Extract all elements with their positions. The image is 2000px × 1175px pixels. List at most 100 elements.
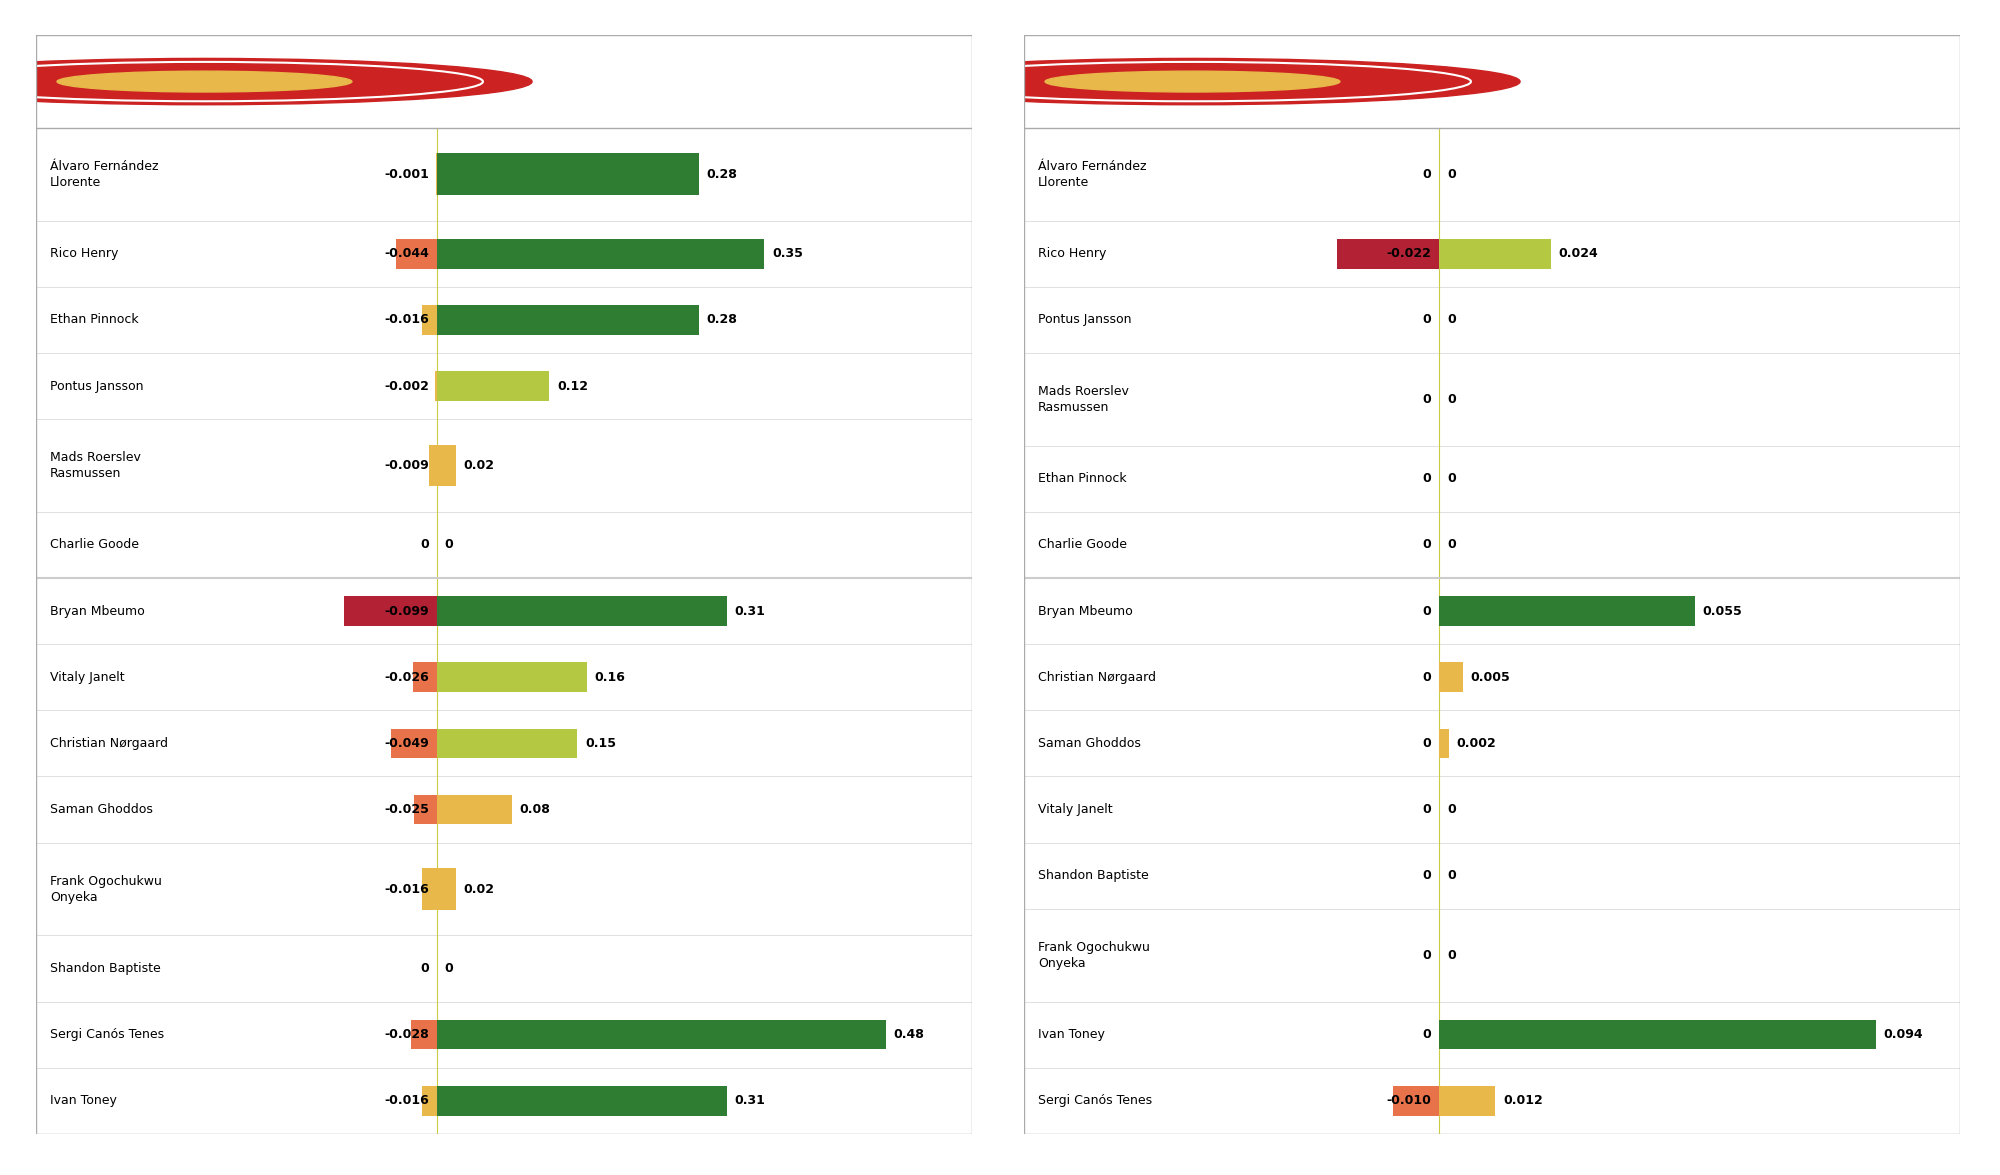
Text: 0.005: 0.005 — [1470, 671, 1510, 684]
Text: 0: 0 — [1448, 392, 1456, 405]
Text: 0: 0 — [1448, 168, 1456, 181]
Bar — [344, 596, 436, 626]
Bar — [436, 868, 456, 909]
Bar — [1338, 239, 1440, 269]
Text: 0: 0 — [444, 538, 454, 551]
Text: Álvaro Fernández
Llorente: Álvaro Fernández Llorente — [1038, 160, 1146, 189]
Bar — [422, 1086, 436, 1116]
Text: Rico Henry: Rico Henry — [50, 247, 118, 260]
Text: 0: 0 — [1422, 472, 1432, 485]
Bar — [436, 371, 550, 401]
Bar — [1440, 728, 1448, 758]
Text: 0: 0 — [1422, 671, 1432, 684]
Text: Sergi Canós Tenes: Sergi Canós Tenes — [50, 1028, 164, 1041]
Text: Bryan Mbeumo: Bryan Mbeumo — [50, 604, 144, 618]
Text: 0: 0 — [1448, 314, 1456, 327]
Bar — [436, 154, 698, 195]
Text: Mads Roerslev
Rasmussen: Mads Roerslev Rasmussen — [1038, 384, 1128, 414]
Text: 0.12: 0.12 — [558, 380, 588, 392]
Text: 0: 0 — [1422, 538, 1432, 551]
Text: 0: 0 — [444, 962, 454, 975]
Bar — [436, 728, 578, 758]
Text: 0: 0 — [1422, 948, 1432, 961]
Text: 0: 0 — [1422, 604, 1432, 618]
Text: 0: 0 — [1448, 948, 1456, 961]
Text: Charlie Goode: Charlie Goode — [50, 538, 140, 551]
Text: 0: 0 — [1448, 472, 1456, 485]
Text: Vitaly Janelt: Vitaly Janelt — [50, 671, 124, 684]
Text: -0.002: -0.002 — [384, 380, 430, 392]
Text: -0.016: -0.016 — [384, 1094, 430, 1107]
Bar — [396, 239, 436, 269]
Text: Saman Ghoddos: Saman Ghoddos — [1038, 737, 1140, 750]
Text: Ivan Toney: Ivan Toney — [50, 1094, 116, 1107]
Text: -0.044: -0.044 — [384, 247, 430, 260]
Text: Vitaly Janelt: Vitaly Janelt — [1038, 803, 1112, 817]
Text: xT from Dribbles: xT from Dribbles — [1042, 72, 1252, 92]
Text: Charlie Goode: Charlie Goode — [1038, 538, 1128, 551]
Text: 0.28: 0.28 — [706, 314, 738, 327]
Text: 0: 0 — [1448, 803, 1456, 817]
Bar — [1440, 663, 1462, 692]
Text: -0.022: -0.022 — [1386, 247, 1432, 260]
Circle shape — [1046, 72, 1340, 92]
Text: 0: 0 — [1448, 538, 1456, 551]
Text: 0: 0 — [1422, 803, 1432, 817]
Text: -0.001: -0.001 — [384, 168, 430, 181]
Text: -0.049: -0.049 — [384, 737, 430, 750]
Text: 0.48: 0.48 — [894, 1028, 924, 1041]
Text: Frank Ogochukwu
Onyeka: Frank Ogochukwu Onyeka — [1038, 941, 1150, 969]
Bar — [412, 663, 436, 692]
Text: 0.31: 0.31 — [734, 1094, 766, 1107]
Bar — [1440, 1020, 1876, 1049]
Text: 0: 0 — [420, 538, 430, 551]
Bar — [410, 1020, 436, 1049]
Text: 0: 0 — [1422, 314, 1432, 327]
Bar — [422, 868, 436, 909]
Text: 0.012: 0.012 — [1502, 1094, 1542, 1107]
Bar — [1440, 1086, 1496, 1116]
Circle shape — [864, 59, 1520, 105]
Text: Sergi Canós Tenes: Sergi Canós Tenes — [1038, 1094, 1152, 1107]
Text: 0.16: 0.16 — [594, 671, 626, 684]
Text: 0.094: 0.094 — [1884, 1028, 1924, 1041]
Text: Álvaro Fernández
Llorente: Álvaro Fernández Llorente — [50, 160, 158, 189]
Text: Bryan Mbeumo: Bryan Mbeumo — [1038, 604, 1132, 618]
Text: 0.31: 0.31 — [734, 604, 766, 618]
Text: -0.016: -0.016 — [384, 882, 430, 895]
Text: Shandon Baptiste: Shandon Baptiste — [50, 962, 160, 975]
Text: Frank Ogochukwu
Onyeka: Frank Ogochukwu Onyeka — [50, 874, 162, 904]
Text: 0.024: 0.024 — [1558, 247, 1598, 260]
Text: -0.016: -0.016 — [384, 314, 430, 327]
Bar — [1440, 239, 1550, 269]
Text: 0.28: 0.28 — [706, 168, 738, 181]
Text: Ethan Pinnock: Ethan Pinnock — [50, 314, 138, 327]
Text: 0: 0 — [420, 962, 430, 975]
Text: -0.009: -0.009 — [384, 459, 430, 472]
Text: Christian Nørgaard: Christian Nørgaard — [1038, 671, 1156, 684]
Bar — [436, 596, 726, 626]
Bar — [436, 306, 698, 335]
Bar — [436, 444, 456, 486]
Text: Rico Henry: Rico Henry — [1038, 247, 1106, 260]
Bar — [422, 306, 436, 335]
Circle shape — [58, 72, 352, 92]
Text: Pontus Jansson: Pontus Jansson — [50, 380, 144, 392]
Text: Mads Roerslev
Rasmussen: Mads Roerslev Rasmussen — [50, 451, 140, 479]
Text: 0.08: 0.08 — [520, 803, 550, 817]
Bar — [414, 794, 436, 825]
Text: 0.02: 0.02 — [464, 459, 494, 472]
Text: Ethan Pinnock: Ethan Pinnock — [1038, 472, 1126, 485]
Text: -0.010: -0.010 — [1386, 1094, 1432, 1107]
Text: 0: 0 — [1448, 870, 1456, 882]
Text: 0.02: 0.02 — [464, 882, 494, 895]
Text: -0.025: -0.025 — [384, 803, 430, 817]
Text: Ivan Toney: Ivan Toney — [1038, 1028, 1104, 1041]
Bar — [392, 728, 436, 758]
Text: Shandon Baptiste: Shandon Baptiste — [1038, 870, 1148, 882]
Text: 0: 0 — [1422, 168, 1432, 181]
Bar — [1440, 596, 1694, 626]
Bar — [1392, 1086, 1440, 1116]
Text: Saman Ghoddos: Saman Ghoddos — [50, 803, 152, 817]
Text: 0: 0 — [1422, 737, 1432, 750]
